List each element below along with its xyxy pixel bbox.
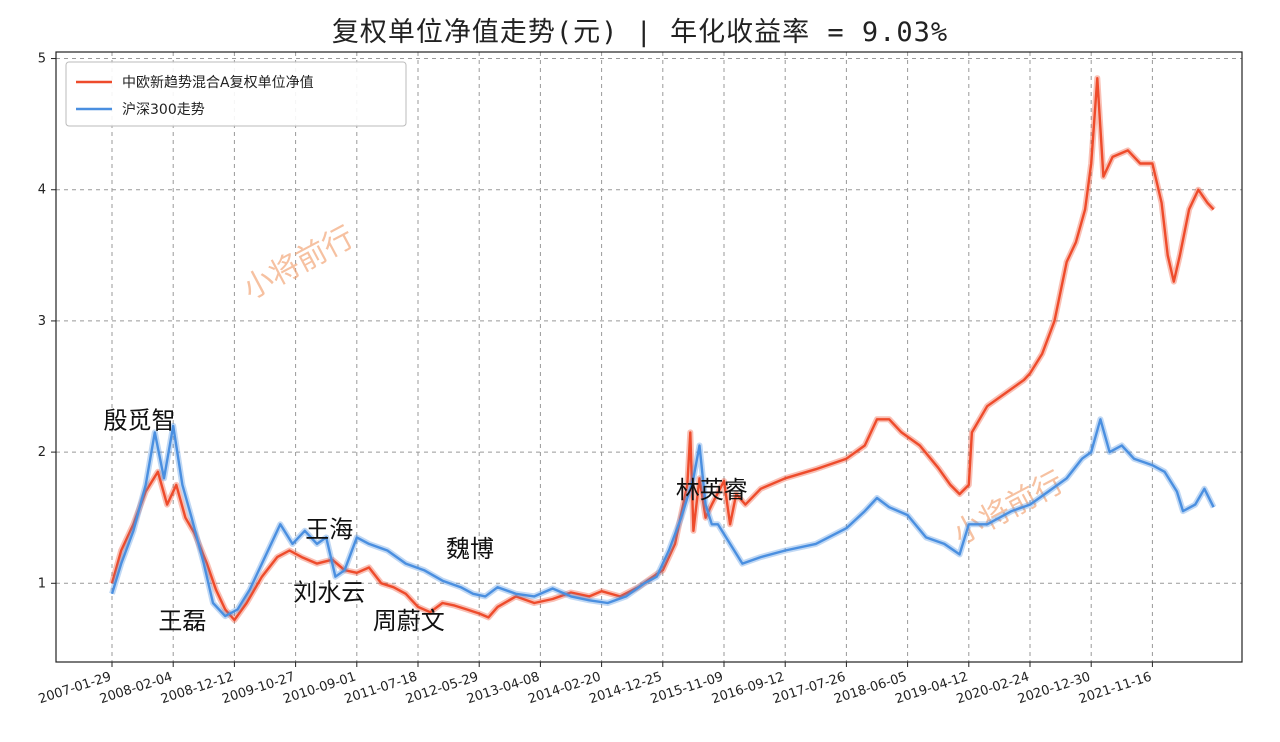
y-tick-label: 4 (38, 183, 46, 198)
manager-annotation: 王磊 (158, 607, 206, 635)
y-tick-label: 5 (38, 52, 46, 67)
plot-frame (55, 51, 1243, 663)
manager-annotation: 周蔚文 (373, 607, 445, 635)
y-tick-label: 3 (38, 314, 46, 329)
legend-label: 沪深300走势 (122, 102, 205, 118)
chart-title: 复权单位净值走势(元) | 年化收益率 = 9.03% (331, 17, 949, 48)
y-tick-label: 1 (38, 576, 46, 591)
manager-annotation: 魏博 (446, 535, 494, 563)
series-line-0 (110, 77, 1215, 622)
manager-annotation: 林英睿 (676, 476, 748, 504)
series-line-1 (110, 418, 1215, 618)
manager-annotation: 刘水云 (293, 578, 365, 606)
manager-annotation: 王海 (305, 515, 353, 543)
legend-label: 中欧新趋势混合A复权单位净值 (122, 74, 314, 91)
y-tick-label: 2 (38, 445, 46, 460)
watermark-text: 小将前行 (237, 220, 359, 307)
legend-box (65, 61, 407, 127)
manager-annotation: 殷觅智 (104, 406, 176, 434)
